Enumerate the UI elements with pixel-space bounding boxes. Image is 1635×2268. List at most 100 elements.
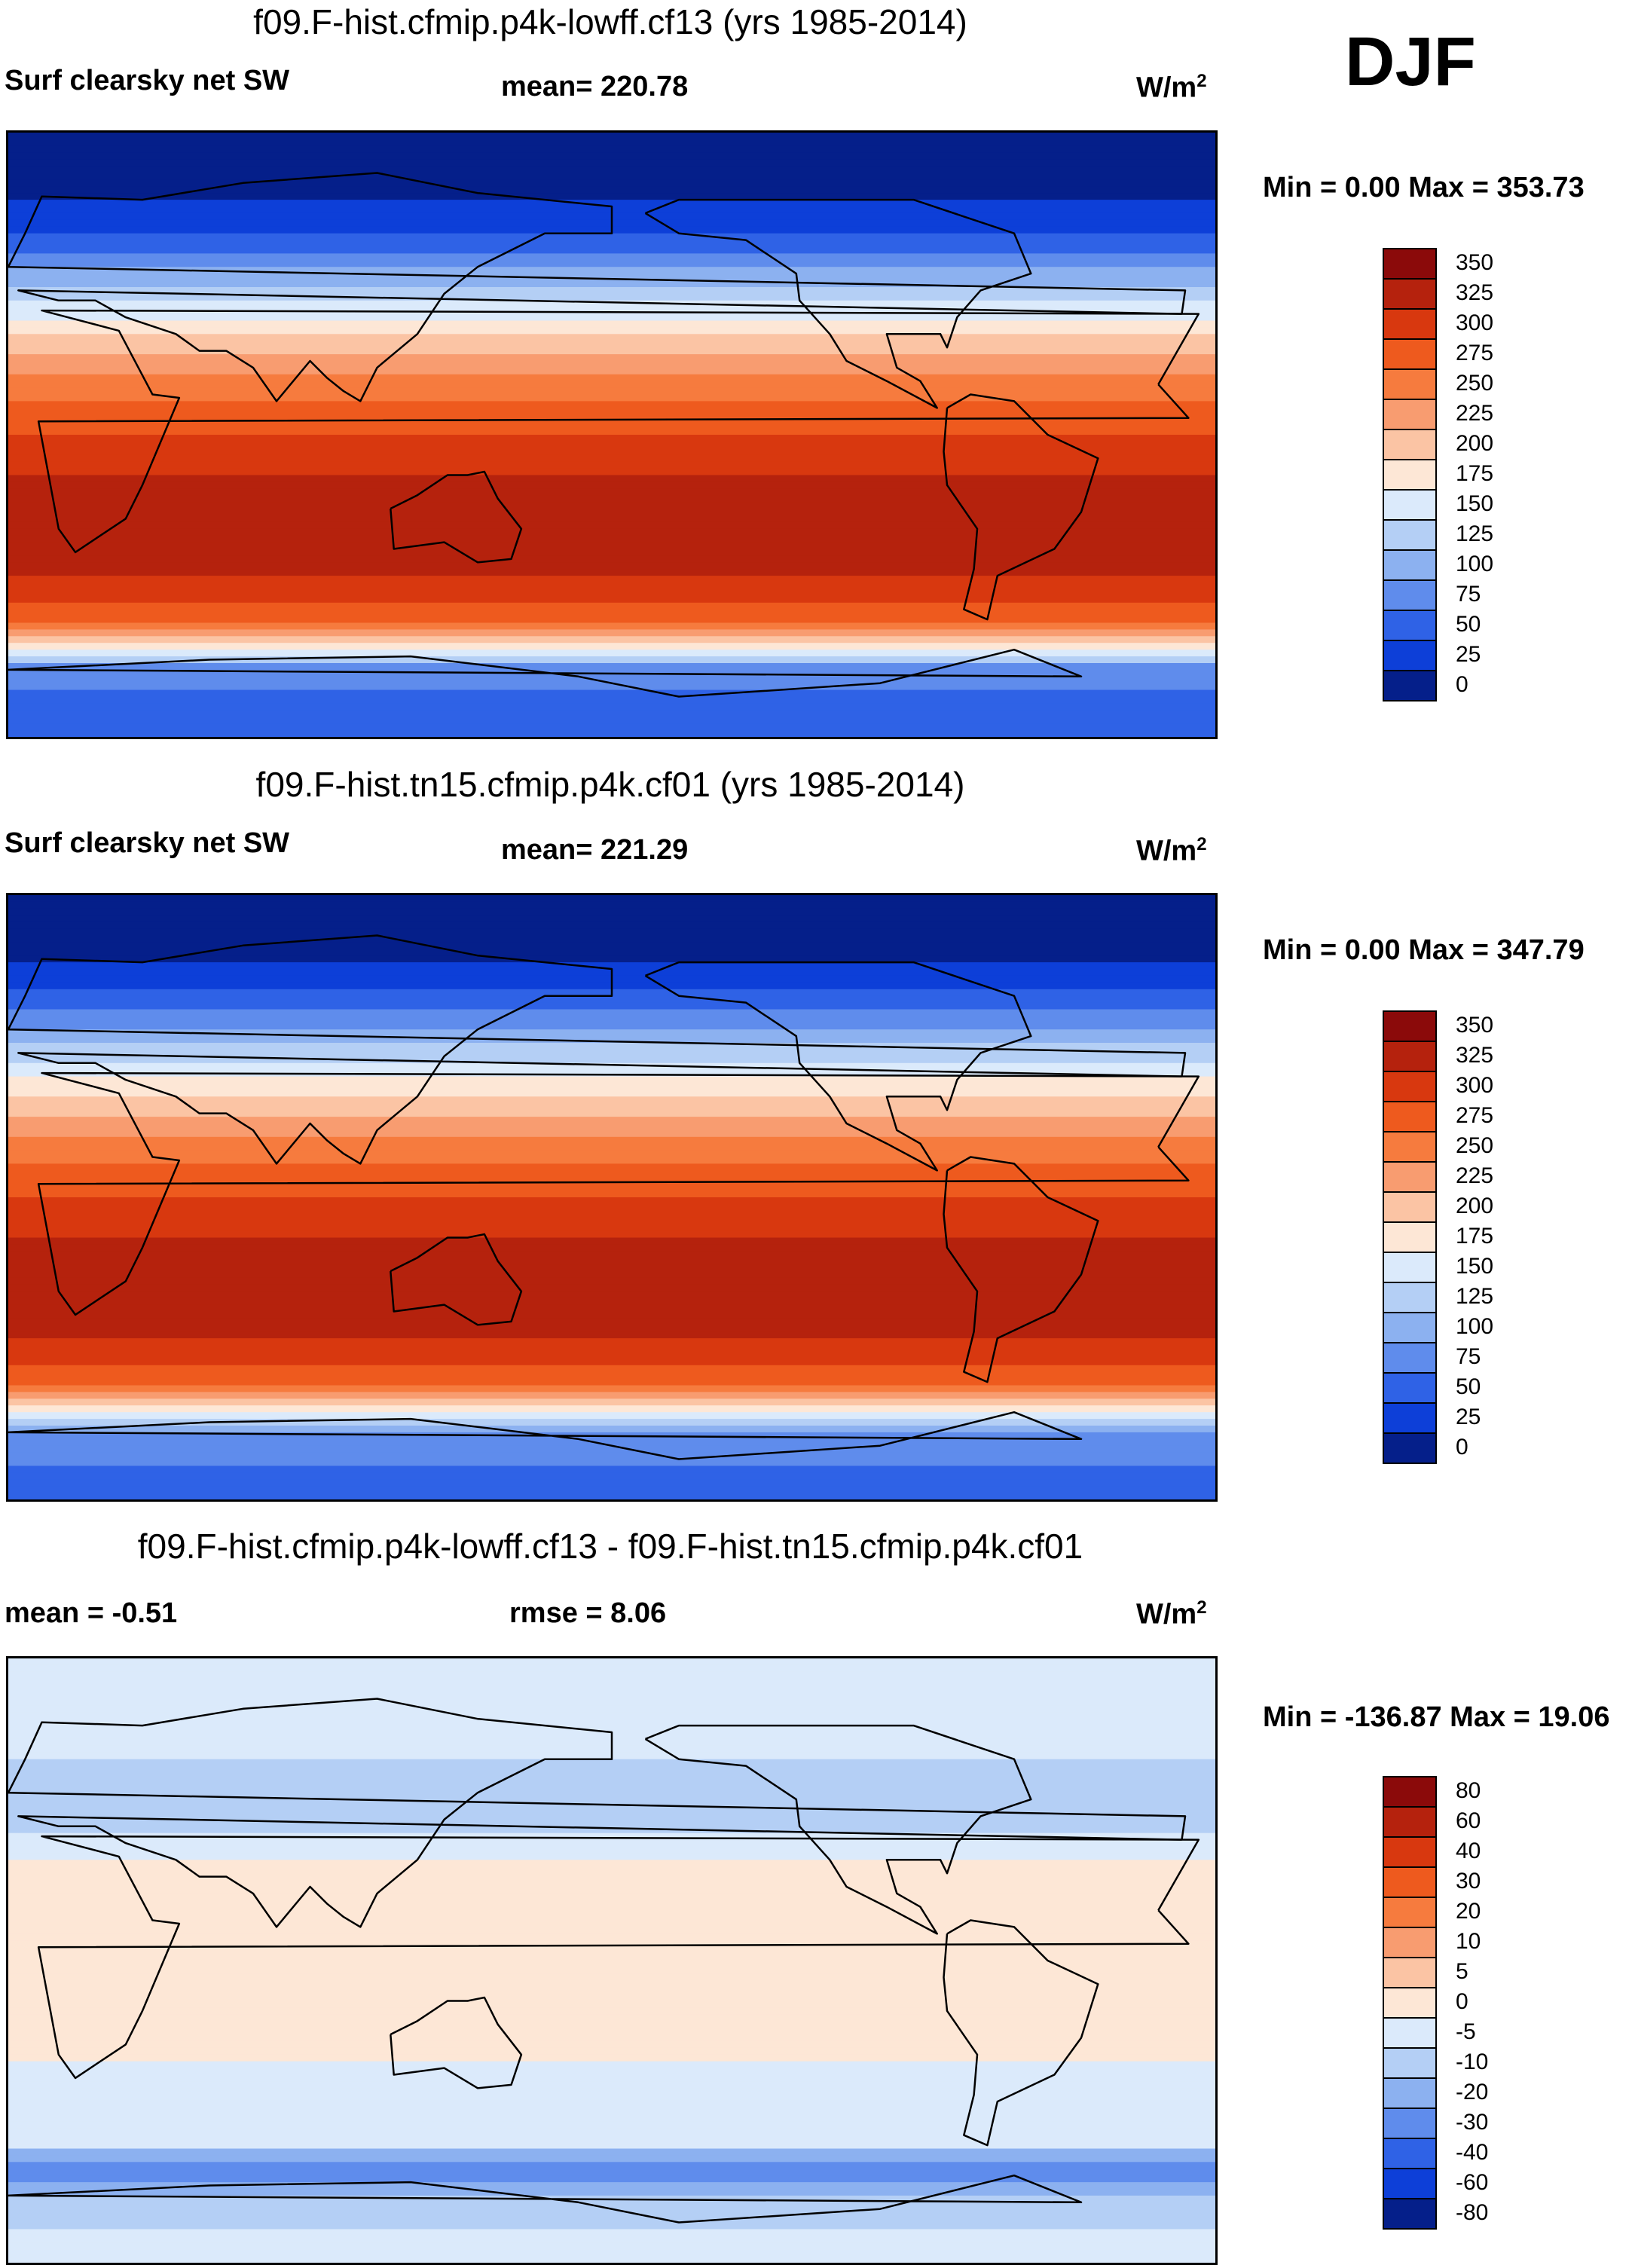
colorbar-tick-label: -30 <box>1456 2110 1488 2135</box>
map-band <box>8 1284 1215 1292</box>
map-band <box>8 1378 1215 1386</box>
map-band <box>8 1880 1215 1887</box>
colorbar-box <box>1383 670 1437 701</box>
colorbar-box <box>1383 308 1437 340</box>
map-band <box>8 1412 1215 1420</box>
map-band <box>8 367 1215 375</box>
map-band <box>8 1712 1215 1719</box>
map-band <box>8 394 1215 402</box>
colorbar-box <box>1383 1252 1437 1283</box>
map-band <box>8 942 1215 950</box>
map-band <box>8 1906 1215 1915</box>
panel-1-minmax: Min = 0.00 Max = 353.73 <box>1263 172 1585 203</box>
colorbar-box <box>1383 549 1437 581</box>
map-band <box>8 347 1215 355</box>
map-band <box>8 381 1215 389</box>
antarctica-outline <box>8 648 1083 698</box>
map-band <box>8 609 1215 617</box>
map-band <box>8 2202 1215 2210</box>
map-band <box>8 246 1215 255</box>
map-band <box>8 1698 1215 1707</box>
panel-2-left-label: Surf clearsky net SW <box>5 827 290 859</box>
colorbar-tick-label: -80 <box>1456 2200 1488 2225</box>
colorbar-box <box>1383 519 1437 551</box>
map-band <box>8 1163 1215 1172</box>
colorbar-tick-label: 40 <box>1456 1839 1481 1863</box>
colorbar-box <box>1383 1897 1437 1928</box>
map-band <box>8 159 1215 167</box>
map-band <box>8 414 1215 422</box>
map-band <box>8 1150 1215 1158</box>
map-band <box>8 280 1215 288</box>
panel-1-left-label: Surf clearsky net SW <box>5 65 290 96</box>
map-band <box>8 1493 1215 1500</box>
map-band <box>8 502 1215 509</box>
colorbar-box <box>1383 1312 1437 1343</box>
map-band <box>8 922 1215 930</box>
map-band <box>8 1325 1215 1332</box>
panel-3-map-field <box>7 1658 1215 2263</box>
colorbar-tick-label: 325 <box>1456 280 1493 305</box>
colorbar-box <box>1383 1866 1437 1898</box>
map-band <box>8 1002 1215 1010</box>
map-band <box>8 1472 1215 1481</box>
colorbar-tick-label: 75 <box>1456 582 1481 607</box>
map-band <box>8 1826 1215 1834</box>
map-band <box>8 1090 1215 1098</box>
map-band <box>8 521 1215 530</box>
panel-2-colorbar: 350 325 300 275 250 225 200 175 150 125 100 75 50 25 0 <box>1382 1010 1608 1496</box>
map-band <box>8 1954 1215 1961</box>
map-band <box>8 1759 1215 1767</box>
colorbar-box <box>1383 1161 1437 1193</box>
map-band <box>8 1967 1215 1975</box>
map-band <box>8 2047 1215 2056</box>
map-band <box>8 1277 1215 1285</box>
map-band <box>8 1237 1215 1246</box>
colorbar-box <box>1383 2047 1437 2079</box>
map-band <box>8 1264 1215 1272</box>
colorbar-tick-label: 50 <box>1456 1374 1481 1399</box>
map-band <box>8 1083 1215 1091</box>
map-band <box>8 200 1215 207</box>
map-band <box>8 1143 1215 1151</box>
map-band <box>8 1806 1215 1814</box>
africa-outline <box>37 1071 1200 1316</box>
colorbar-box <box>1383 1041 1437 1072</box>
colorbar-tick-label: 125 <box>1456 521 1493 546</box>
map-band <box>8 1103 1215 1111</box>
map-band <box>8 1671 1215 1680</box>
map-band <box>8 1466 1215 1474</box>
colorbar-tick-label: 20 <box>1456 1899 1481 1924</box>
map-band <box>8 1887 1215 1894</box>
map-band <box>8 1419 1215 1426</box>
map-band <box>8 2256 1215 2263</box>
map-band <box>8 1271 1215 1279</box>
map-band <box>8 468 1215 476</box>
map-band <box>8 341 1215 348</box>
map-band <box>8 955 1215 963</box>
colorbar-box <box>1383 1071 1437 1102</box>
map-band <box>8 307 1215 315</box>
map-band <box>8 327 1215 335</box>
panel-3-mean: mean = -0.51 <box>5 1597 178 1629</box>
colorbar-box <box>1383 1957 1437 1988</box>
colorbar-tick-label: 10 <box>1456 1929 1481 1954</box>
map-band <box>8 650 1215 657</box>
map-band <box>8 1705 1215 1713</box>
colorbar-tick-label: 100 <box>1456 1314 1493 1339</box>
colorbar-box <box>1383 2108 1437 2139</box>
map-band <box>8 133 1215 140</box>
map-band <box>8 908 1215 916</box>
map-band <box>8 1224 1215 1232</box>
colorbar-box <box>1383 338 1437 370</box>
colorbar-box <box>1383 1101 1437 1132</box>
map-band <box>8 2034 1215 2042</box>
map-band <box>8 1853 1215 1861</box>
map-band <box>8 915 1215 923</box>
map-band <box>8 145 1215 154</box>
map-band <box>8 542 1215 550</box>
colorbar-box <box>1383 2077 1437 2109</box>
map-band <box>8 481 1215 490</box>
map-band <box>8 2215 1215 2224</box>
map-band <box>8 1036 1215 1044</box>
